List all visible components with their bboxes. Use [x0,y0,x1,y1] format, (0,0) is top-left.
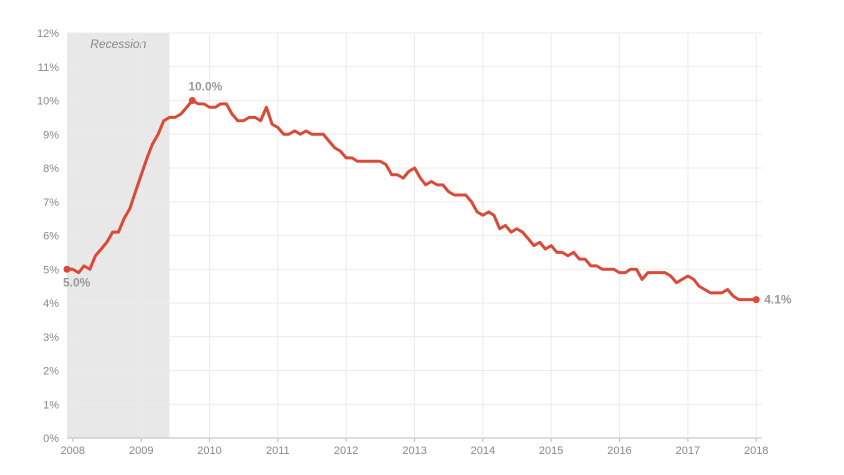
x-tick-label: 2011 [266,445,290,457]
x-tick-label: 2018 [744,445,768,457]
y-tick-label: 0% [43,433,59,445]
y-tick-label: 1% [43,399,59,411]
y-tick-label: 4% [43,298,59,310]
annotation-marker [752,296,760,304]
y-tick-label: 7% [43,197,59,209]
y-tick-label: 6% [43,231,59,243]
x-axis-ticks: 2008 2009 2010 2011 2012 2013 2014 2015 2016 2017… [61,445,769,457]
y-tick-label: 12% [37,28,59,40]
x-tick-label: 2009 [129,445,153,457]
y-tick-label: 11% [38,62,59,74]
y-tick-label: 8% [43,163,59,175]
y-tick-label: 9% [43,129,59,141]
x-gridlines [72,33,757,442]
annotation-marker [63,265,71,273]
x-tick-label: 2015 [539,445,563,457]
annotation-label: 10.0% [188,80,222,94]
x-tick-label: 2008 [61,445,85,457]
y-axis-ticks: 0% 1% 2% 3% 4% 5% 6% 7% 8% 9% 10% 11% 12% [37,28,59,445]
x-tick-label: 2014 [471,445,495,457]
x-tick-label: 2013 [402,445,426,457]
x-tick-label: 2012 [334,445,358,457]
y-tick-label: 5% [43,264,59,276]
annotation-label: 4.1% [764,293,792,307]
annotation-label: 5.0% [63,275,91,289]
annotation-marker [188,97,196,104]
x-tick-label: 2010 [197,445,221,457]
x-tick-label: 2016 [607,445,631,457]
y-tick-label: 10% [37,96,59,108]
x-tick-label: 2017 [676,445,700,457]
series-line [65,99,758,302]
recession-label: Recession [90,37,146,51]
y-tick-label: 3% [43,332,59,344]
y-tick-label: 2% [43,366,59,378]
annotations: 5.0% 10.0% 4.1% [63,80,792,307]
